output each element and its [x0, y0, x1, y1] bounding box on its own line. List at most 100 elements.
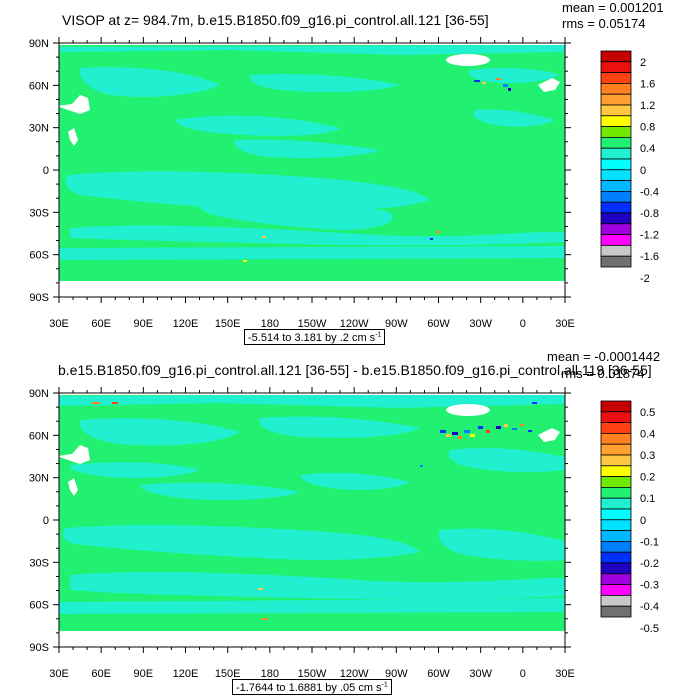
lon-label: 90W	[385, 668, 408, 680]
colorbar-swatch	[600, 244, 632, 257]
panel-2-axes: 90N 60N 30N 0 30S 60S 90S 30E 60E 90E 120E 150E 180 1…	[29, 387, 575, 680]
lon-label: 0	[520, 318, 526, 330]
colorbar-swatch	[600, 126, 632, 138]
lat-label: 30S	[29, 557, 49, 569]
colorbar-label: 0.4	[640, 143, 655, 155]
colorbar-swatch	[600, 465, 632, 477]
colorbar-label: 1.2	[640, 100, 655, 112]
colorbar-swatch	[600, 104, 632, 117]
panel-2: b.e15.B1850.f09_g16.pi_control.all.121 […	[29, 349, 660, 680]
colorbar-swatch	[600, 573, 632, 585]
colorbar-swatch	[600, 190, 632, 203]
colorbar-swatch	[600, 595, 632, 607]
anomaly-marks	[243, 78, 511, 262]
colorbar-label: -0.2	[640, 558, 659, 570]
colorbar-label: -0.5	[640, 623, 659, 635]
colorbar-label: 0.4	[640, 428, 655, 440]
lon-label: 150W	[298, 318, 327, 330]
lon-label: 60W	[427, 668, 450, 680]
lon-label: 150E	[215, 318, 241, 330]
lat-label: 60N	[29, 430, 49, 442]
colorbar-swatch	[600, 584, 632, 596]
colorbar-label: 2	[640, 57, 646, 69]
colorbar-swatch	[600, 551, 632, 564]
colorbar-swatch	[600, 223, 632, 236]
panel-2-colorbar: 0.5 0.4 0.3 0.2 0.1 0 -0.1 -0.2 -0.3 -0.4 -0.5	[600, 400, 659, 635]
colorbar-swatch	[600, 530, 632, 542]
negative-regions	[59, 45, 565, 260]
negative-regions	[59, 394, 565, 614]
colorbar-label: 0.3	[640, 450, 655, 462]
colorbar-swatch	[600, 443, 632, 456]
lat-label: 30N	[29, 473, 49, 485]
panel-2-title: b.e15.B1850.f09_g16.pi_control.all.121 […	[58, 362, 652, 378]
colorbar-swatch	[600, 169, 632, 182]
lat-label: 30N	[29, 123, 49, 135]
panel-1-axes: 90N 60N 30N 0 30S 60S 90S 30E 60E 90E 120E 150E 180 1…	[29, 37, 575, 330]
colorbar-label: -0.4	[640, 601, 659, 613]
colorbar-swatch	[600, 454, 632, 467]
colorbar-swatch	[600, 255, 632, 268]
colorbar-swatch	[600, 93, 632, 106]
colorbar-swatch	[600, 497, 632, 510]
lon-label: 30E	[49, 668, 69, 680]
panel-2-map	[59, 393, 565, 647]
colorbar-swatch	[600, 432, 632, 445]
colorbar-swatch	[600, 234, 632, 246]
panel-2-rms: rms = 0.01874	[561, 366, 644, 381]
colorbar-label: 0	[640, 515, 646, 527]
lat-label: 90S	[29, 642, 49, 654]
colorbar-swatch	[600, 411, 632, 423]
lon-label: 180	[261, 318, 279, 330]
panel-2-contour-range: -1.7644 to 1.6881 by .05 cm s-1	[232, 679, 392, 695]
colorbar-label: -1.2	[640, 230, 659, 242]
lon-label: 60E	[91, 668, 111, 680]
land	[59, 393, 565, 647]
land	[59, 43, 565, 297]
colorbar-label: 0.2	[640, 472, 655, 484]
panel-1-contour-range: -5.514 to 3.181 by .2 cm s-1	[244, 329, 386, 345]
panel-1-rms: rms = 0.05174	[562, 16, 645, 31]
panel-1-mean: mean = 0.001201	[562, 0, 664, 15]
colorbar-label: -0.3	[640, 580, 659, 592]
colorbar-swatch	[600, 422, 632, 434]
colorbar-swatch	[600, 61, 632, 73]
lon-label: 150W	[298, 668, 327, 680]
lat-label: 0	[43, 165, 49, 177]
lon-label: 30E	[555, 318, 575, 330]
anomaly-marks	[92, 402, 537, 620]
colorbar-label: -0.8	[640, 208, 659, 220]
panel-2-mean: mean = -0.0001442	[547, 349, 660, 364]
lon-label: 30W	[469, 318, 492, 330]
lon-label: 120W	[340, 668, 369, 680]
colorbar-swatch	[600, 605, 632, 618]
lon-label: 60E	[91, 318, 111, 330]
lat-label: 60S	[29, 250, 49, 262]
lat-label: 90N	[29, 388, 49, 400]
colorbar-swatch	[600, 158, 632, 171]
colorbar-swatch	[600, 136, 632, 149]
lon-label: 0	[520, 668, 526, 680]
colorbar-swatch	[600, 180, 632, 192]
lon-label: 30E	[555, 668, 575, 680]
panel-1-colorbar: 2 1.6 1.2 0.8 0.4 0 -0.4 -0.8 -1.2 -1.6 -2	[600, 50, 659, 285]
colorbar-label: -0.1	[640, 536, 659, 548]
colorbar-swatch	[600, 562, 632, 575]
panel-1-title: VISOP at z= 984.7m, b.e15.B1850.f09_g16.…	[62, 12, 489, 28]
lat-label: 90S	[29, 292, 49, 304]
lon-label: 30E	[49, 318, 69, 330]
colorbar-label: -2	[640, 273, 650, 285]
lon-label: 120E	[173, 668, 199, 680]
lon-label: 30W	[469, 668, 492, 680]
colorbar-swatch	[600, 147, 632, 160]
lat-label: 30S	[29, 207, 49, 219]
lon-label: 90W	[385, 318, 408, 330]
colorbar-swatch	[600, 476, 632, 488]
panel-1: VISOP at z= 984.7m, b.e15.B1850.f09_g16.…	[29, 0, 664, 330]
lon-label: 120W	[340, 318, 369, 330]
lon-label: 60W	[427, 318, 450, 330]
lon-label: 180	[261, 668, 279, 680]
colorbar-swatch	[600, 115, 632, 128]
colorbar-swatch	[600, 212, 632, 225]
